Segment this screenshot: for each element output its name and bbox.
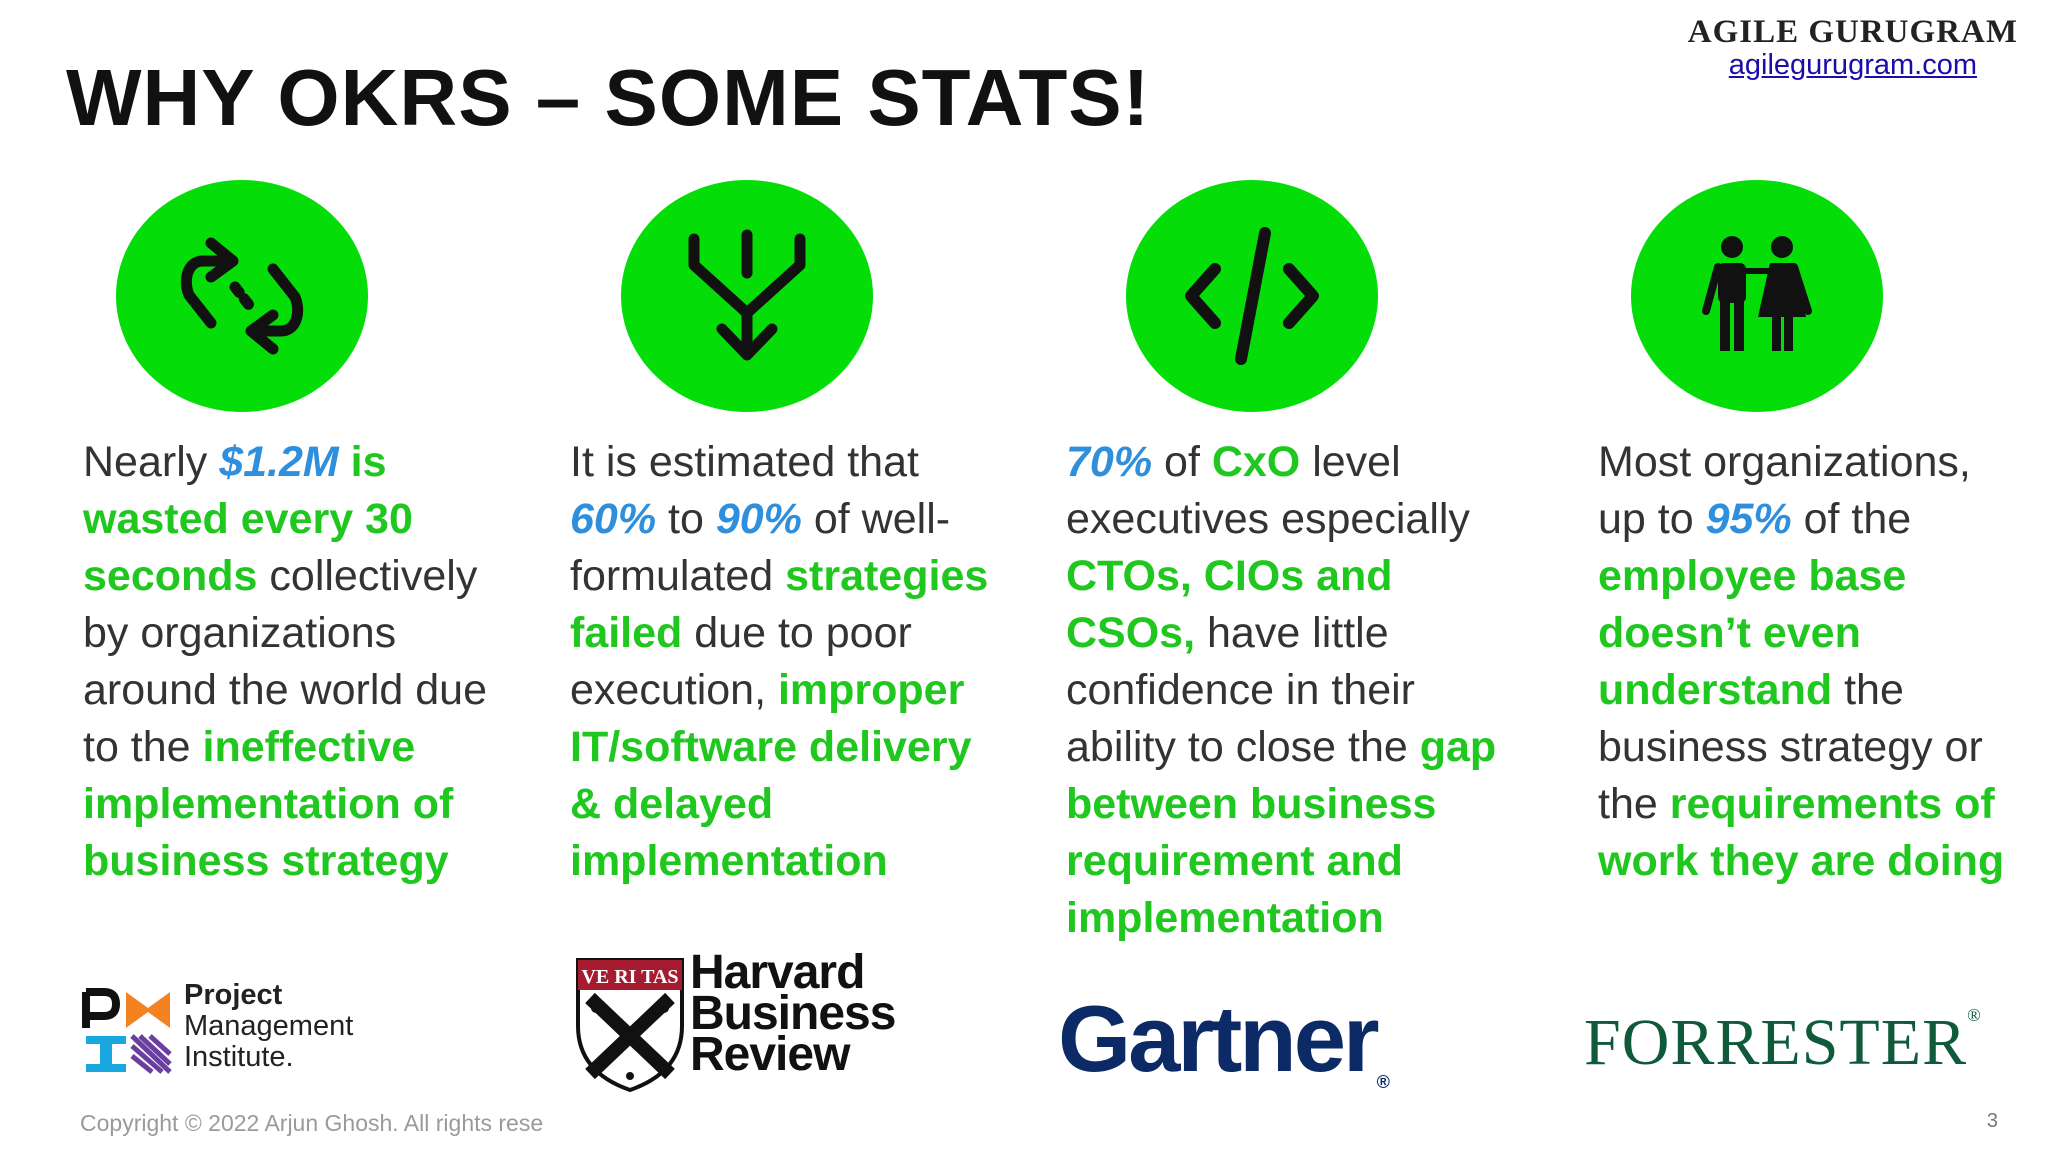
gartner-registered-mark: ® (1376, 1072, 1390, 1092)
brand-link[interactable]: agilegurugram.com (1728, 49, 1977, 81)
forrester-registered-mark: ® (1967, 1005, 1982, 1025)
stat-text-segment: Nearly (83, 438, 220, 486)
stat-text-segment: due to poor execution, (570, 609, 912, 714)
stat-text-segment: It is estimated that (570, 438, 919, 486)
brand-name: AGILE GURUGRAM (1687, 14, 2018, 50)
stat-text-segment: CTOs, CIOs and CSOs, (1066, 552, 1393, 657)
stat-text-segment: employee base doesn’t even understand (1598, 552, 1907, 714)
stat-text-segment: of well-formulated (570, 495, 951, 600)
stat-text-segment: Most organizations, up to (1598, 438, 1971, 543)
stat-text-segment: is wasted every 30 seconds (83, 438, 413, 600)
stat-text-segment: have little confidence in their ability … (1066, 609, 1420, 771)
stat-text-segment: to (656, 495, 716, 543)
stat-text-segment: level executives especially (1066, 438, 1470, 543)
people-icon (1702, 236, 1812, 351)
stat-text-segment: 90% (715, 495, 802, 543)
pmi-logo-icon (82, 988, 172, 1074)
code-icon (1185, 227, 1319, 365)
forrester-wordmark: FORRESTER (1584, 1006, 1968, 1079)
stat-text-segment: collectively by organizations around the… (83, 552, 488, 771)
stat-circle-4 (1631, 180, 1883, 412)
pmi-logo-text: Project Management Institute. (184, 979, 354, 1073)
stat-circle-2 (621, 180, 873, 412)
sync-arrows-icon (180, 237, 304, 355)
stat-text-segment: strategies failed (570, 552, 989, 657)
gartner-wordmark: Gartner (1058, 986, 1380, 1091)
copyright-footer: Copyright © 2022 Arjun Ghosh. All rights… (80, 1110, 544, 1136)
hbr-crest-text: VE RI TAS (581, 966, 678, 988)
hbr-logo-text: Harvard Business Review (690, 946, 896, 1081)
stat-text-segment: ineffective implementation of business s… (83, 723, 454, 885)
stat-text-segment: CxO (1211, 438, 1301, 486)
brand-block: AGILE GURUGRAM agilegurugram.com (1688, 14, 2018, 82)
page-title: WHY OKRS – SOME STATS! (66, 53, 1151, 142)
stat-text-segment: improper IT/software delivery & delayed … (570, 666, 972, 885)
stat-circle-1 (116, 180, 368, 412)
stat-text-segment: gap between business requirement and imp… (1066, 723, 1497, 942)
stat-text-segment: 95% (1705, 495, 1792, 543)
hbr-shield-icon: VE RI TAS (576, 958, 684, 1093)
forrester-logo: FORRESTER® (1584, 1005, 1982, 1081)
stat-text-segment: $1.2M (219, 438, 339, 486)
page-number: 3 (1986, 1110, 1998, 1132)
stat-text-segment: the business strategy or the (1598, 666, 1983, 828)
stat-text-segment: 60% (570, 495, 657, 543)
stat-text-segment: requirements of work they are doing (1598, 780, 2005, 885)
stat-text-segment: of the (1791, 495, 1912, 543)
gartner-logo: Gartner® (1058, 985, 1390, 1093)
stat-text-2: It is estimated that 60% to 90% of well-… (570, 434, 1010, 890)
stat-text-segment: of (1152, 438, 1212, 486)
stat-text-1: Nearly $1.2M is wasted every 30 seconds … (83, 434, 503, 890)
stat-text-segment: 70% (1066, 438, 1153, 486)
stat-text-3: 70% of CxO level executives especially C… (1066, 434, 1516, 947)
stat-circle-3 (1126, 180, 1378, 412)
merge-arrows-icon (688, 229, 806, 361)
stat-text-4: Most organizations, up to 95% of the emp… (1598, 434, 2018, 890)
